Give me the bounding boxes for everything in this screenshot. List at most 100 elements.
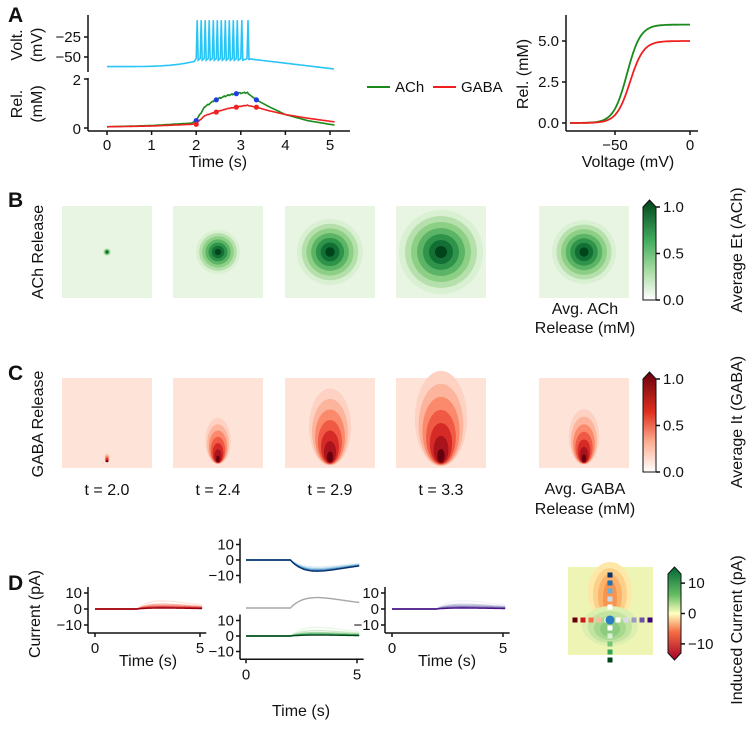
bottom-plot-trace bbox=[246, 634, 360, 637]
gaba-map-average bbox=[539, 378, 629, 468]
rel-ylabel-2: (mM) bbox=[29, 85, 46, 122]
neuron-marker bbox=[605, 615, 615, 625]
bottom-plot-x-tick-label: 5 bbox=[353, 666, 361, 683]
ach-marker bbox=[193, 118, 199, 124]
ach-map-average bbox=[539, 206, 629, 298]
avg-ach-label-1: Avg. ACh bbox=[552, 301, 618, 318]
panel-label-b: B bbox=[8, 189, 23, 212]
electrode-marker bbox=[607, 657, 613, 663]
release-y-tick-label: 2 bbox=[73, 72, 81, 89]
panel-label-a: A bbox=[8, 4, 23, 27]
sigmoid-y-tick-label: 5.0 bbox=[538, 33, 559, 50]
electrode-marker bbox=[607, 641, 613, 647]
top-plot-y-tick-label: 10 bbox=[217, 537, 234, 554]
left-plot-y-tick-label: 10 bbox=[65, 585, 82, 602]
gaba-contour bbox=[216, 455, 220, 463]
sigmoid-x-tick-label: 0 bbox=[686, 137, 694, 154]
left-plot-x-tick-label: 0 bbox=[91, 640, 99, 657]
time-label-2: t = 2.4 bbox=[196, 482, 241, 499]
left-plot-y-tick-label: −10 bbox=[57, 617, 82, 634]
sigmoid-line-ach bbox=[570, 23, 690, 124]
gaba-contour bbox=[327, 451, 333, 463]
electrode-marker bbox=[607, 588, 613, 594]
legend: ACh GABA bbox=[367, 79, 503, 96]
gaba-marker bbox=[253, 104, 260, 110]
electrode-marker bbox=[607, 596, 613, 602]
sigmoid-line-gaba bbox=[570, 40, 690, 124]
chart-marks: −25 −50 0 2 0 1 2 3 4 5 0.0 2.5 5.0 −50 0 1.0 0.5 0.0 1.0 0… bbox=[56, 15, 713, 683]
current-colorbar-tick-label: −10 bbox=[688, 636, 713, 653]
gaba-map-t3.3 bbox=[396, 370, 486, 468]
voltage-trace bbox=[107, 20, 335, 70]
ach-marker bbox=[213, 97, 219, 103]
current-colorbar bbox=[667, 566, 682, 661]
center-plot-trace bbox=[246, 596, 360, 609]
current-map bbox=[568, 562, 653, 663]
time-label-3: t = 2.9 bbox=[308, 482, 353, 499]
electrode-marker bbox=[623, 617, 629, 623]
time-xlabel-a: Time (s) bbox=[189, 154, 247, 171]
release-x-tick-label: 4 bbox=[281, 137, 289, 154]
gaba-colorbar-tick-label: 0.0 bbox=[663, 464, 684, 481]
legend-ach-label: ACh bbox=[395, 79, 424, 96]
release-line-ach bbox=[107, 91, 335, 128]
electrode-marker bbox=[639, 617, 645, 623]
release-x-tick-label: 2 bbox=[192, 137, 200, 154]
left-plot-x-tick-label: 5 bbox=[196, 640, 204, 657]
electrode-marker bbox=[580, 617, 586, 623]
ach-contour bbox=[325, 247, 335, 257]
ach-map-t2.9 bbox=[285, 206, 375, 298]
ach-marker bbox=[233, 91, 239, 97]
cbar-current-label: Induced Current (pA) bbox=[729, 555, 746, 704]
ach-colorbar-tick-label: 1.0 bbox=[663, 199, 684, 216]
electrode-marker bbox=[607, 604, 613, 610]
gaba-map-t2.9 bbox=[285, 378, 375, 468]
ach-contour bbox=[435, 246, 447, 258]
cbar-gaba-label: Average It (GABA) bbox=[729, 356, 746, 488]
ach-map-t2 bbox=[62, 206, 152, 298]
electrode-marker bbox=[647, 617, 653, 623]
electrode-marker bbox=[596, 617, 602, 623]
avg-gaba-label-2: Release (mM) bbox=[535, 501, 635, 518]
electrode-marker bbox=[607, 633, 613, 639]
gaba-map-background bbox=[62, 378, 152, 468]
electrode-marker bbox=[615, 617, 621, 623]
right-plot-y-tick-label: 10 bbox=[362, 585, 379, 602]
ach-contour bbox=[579, 247, 589, 257]
electrode-marker bbox=[572, 617, 578, 623]
time-label-1: t = 2.0 bbox=[85, 482, 130, 499]
gaba-colorbar-tick-label: 1.0 bbox=[663, 371, 684, 388]
release-x-tick-label: 0 bbox=[103, 137, 111, 154]
bottom-plot-x-tick-label: 0 bbox=[242, 666, 250, 683]
ach-row-label: ACh Release bbox=[30, 205, 47, 299]
top-plot-y-tick-label: 0 bbox=[226, 552, 234, 569]
volt-ylabel-1: Volt. bbox=[9, 29, 26, 60]
ach-map-t3.3 bbox=[396, 206, 486, 298]
voltage-y-tick-label: −50 bbox=[56, 49, 81, 66]
time-xlabel-d-left: Time (s) bbox=[119, 653, 177, 670]
sigmoid-y-tick-label: 2.5 bbox=[538, 74, 559, 91]
gaba-marker bbox=[193, 121, 199, 127]
right-plot-trace bbox=[392, 607, 506, 610]
sigmoid-y-tick-label: 0.0 bbox=[538, 115, 559, 132]
ach-marker bbox=[253, 97, 260, 103]
right-plot-x-tick-label: 0 bbox=[388, 640, 396, 657]
gaba-contour bbox=[105, 460, 109, 463]
electrode-marker bbox=[607, 625, 613, 631]
gaba-map-t2 bbox=[62, 378, 152, 468]
release-x-tick-label: 3 bbox=[237, 137, 245, 154]
bottom-plot-y-tick-label: 0 bbox=[226, 628, 234, 645]
sigmoid-x-tick-label: −50 bbox=[602, 137, 627, 154]
ach-colorbar-tick-label: 0.0 bbox=[663, 292, 684, 309]
gaba-marker bbox=[213, 109, 219, 115]
avg-ach-label-2: Release (mM) bbox=[535, 320, 635, 337]
ach-map-t2.4 bbox=[173, 206, 263, 298]
ach-contour bbox=[214, 248, 222, 256]
panel-label-d: D bbox=[8, 572, 23, 595]
current-colorbar-tick-label: 0 bbox=[688, 606, 696, 623]
release-x-tick-label: 1 bbox=[147, 137, 155, 154]
gaba-row-label: GABA Release bbox=[30, 371, 47, 478]
release-x-tick-label: 5 bbox=[326, 137, 334, 154]
current-ylabel: Current (pA) bbox=[27, 570, 44, 658]
